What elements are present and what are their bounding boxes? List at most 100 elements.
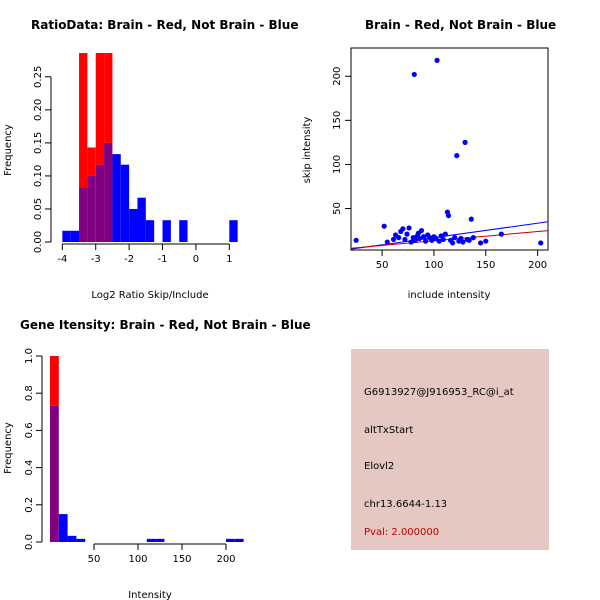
chart2-point [450, 240, 456, 246]
chart2-point [460, 239, 466, 245]
chart2-point [381, 223, 387, 229]
chart2-point [445, 212, 452, 219]
chart1-bar-not-brain [145, 220, 155, 242]
chart3-y-tick-label: 0.2 [24, 497, 35, 513]
chart1-bar-not-brain [112, 154, 121, 242]
chart3-bar-not-brain [234, 538, 244, 542]
chart2-point [420, 234, 427, 240]
chart3-x-tick-label: 200 [216, 554, 235, 565]
chart2-point [353, 237, 359, 243]
chart3-bar-not-brain [146, 538, 156, 542]
chart3-ylabel: Frequency [3, 422, 14, 474]
chart1-x-tick-label: 0 [193, 254, 199, 265]
chart3-bar-not-brain [58, 514, 68, 542]
chart1-x-tick-label: -1 [158, 254, 168, 265]
chart2-point [423, 238, 429, 244]
chart1-y-tick-label: 0.15 [33, 132, 44, 154]
chart1-x-tick-label: -3 [91, 254, 101, 265]
chart3-title: Gene Itensity: Brain - Red, Not Brain - … [20, 318, 311, 332]
chart1-bar-brain [79, 53, 88, 188]
chart2-point [440, 236, 446, 243]
pval-text: Pval: 2.000000 [364, 527, 440, 538]
gene-name-text: Elovl2 [364, 461, 395, 472]
chart3-bar-not-brain [226, 538, 235, 542]
chart1-y-tick-label: 0.20 [33, 99, 44, 121]
chart2-y-tick-label: 100 [332, 155, 343, 174]
chart1-bar-brain [95, 53, 105, 165]
chart1-x-tick-label: -4 [57, 254, 67, 265]
location-text: chr13.6644-1.13 [364, 499, 448, 510]
chart2-point [411, 71, 417, 78]
chart3-bar-not-brain [155, 538, 165, 542]
chart3-bar-not-brain [67, 535, 77, 542]
chart1-y-tick-label: 0.25 [33, 66, 44, 88]
chart3-y-tick-label: 0.8 [24, 385, 35, 401]
chart1-bar-not-brain [70, 230, 80, 242]
chart2-x-tick-label: 100 [424, 260, 443, 271]
chart1-x-tick-label: 1 [226, 254, 232, 265]
chart3-bar-not-brain [76, 538, 86, 542]
chart2-y-tick-label: 200 [332, 67, 343, 86]
chart2-y-tick-label: 50 [332, 202, 343, 215]
probe-id-text: G6913927@J916953_RC@i_at [364, 387, 514, 398]
chart2-x-tick-label: 200 [528, 260, 547, 271]
chart2-point [404, 231, 410, 237]
chart3-x-tick-label: 50 [88, 554, 101, 565]
chart2-point [470, 235, 476, 241]
chart2-title: Brain - Red, Not Brain - Blue [365, 18, 556, 32]
chart1-bar-overlap [104, 142, 113, 242]
chart2-point [452, 235, 458, 241]
chart3-y-tick-label: 0.0 [24, 534, 35, 550]
chart2-fit-line [350, 221, 549, 250]
chart3-bar-overlap [50, 405, 59, 542]
chart2-point [384, 239, 390, 245]
chart1-y-tick-label: 0.00 [33, 231, 44, 253]
chart1-bar-not-brain [62, 230, 71, 242]
chart2-point [483, 238, 489, 244]
chart2-point [400, 226, 406, 232]
chart2-point [402, 236, 408, 243]
chart2-plot-box [350, 47, 549, 251]
chart2-point [418, 227, 425, 234]
chart2-point [454, 153, 460, 159]
chart2-point [408, 239, 414, 245]
chart1-title: RatioData: Brain - Red, Not Brain - Blue [31, 18, 298, 32]
chart2-ylabel: skip intensity [302, 117, 313, 184]
chart3-y-tick-label: 0.4 [24, 460, 35, 476]
chart1-bar-brain [87, 147, 96, 176]
chart2-point [434, 57, 440, 63]
chart1-bar-overlap [95, 164, 105, 242]
chart2-x-tick-label: 50 [376, 260, 389, 271]
chart1-bar-not-brain [162, 220, 171, 242]
chart1-bar-not-brain [120, 164, 130, 242]
chart1-bar-overlap [79, 187, 88, 242]
chart2-point [468, 216, 474, 222]
chart2-point [436, 238, 442, 244]
chart3-y-tick-label: 1.0 [24, 348, 35, 364]
chart3-x-tick-label: 100 [128, 554, 147, 565]
chart1-bar-not-brain [229, 220, 238, 242]
chart2-point [462, 139, 468, 145]
chart1-bar-brain [104, 53, 113, 143]
chart2-xlabel: include intensity [408, 290, 491, 301]
probe-info-panel: G6913927@J916953_RC@i_at altTxStart Elov… [351, 349, 549, 550]
chart2-point [412, 237, 418, 243]
chart2-x-tick-label: 150 [476, 260, 495, 271]
chart1-bar-not-brain [129, 208, 138, 242]
chart2-point [478, 240, 484, 246]
chart2-point [406, 225, 412, 231]
chart1-ylabel: Frequency [3, 124, 14, 176]
chart2-point [396, 235, 402, 241]
chart2-point [466, 237, 472, 243]
chart2-y-tick-label: 150 [332, 111, 343, 130]
chart3-y-tick-label: 0.6 [24, 422, 35, 438]
chart1-xlabel: Log2 Ratio Skip/Include [91, 290, 208, 301]
chart1-y-tick-label: 0.10 [33, 165, 44, 187]
chart3-bar-brain [50, 356, 59, 406]
chart1-x-tick-label: -2 [124, 254, 134, 265]
chart2-point [538, 240, 544, 246]
chart2-point [416, 235, 423, 242]
chart2-point [442, 231, 448, 237]
chart1-y-tick-label: 0.05 [33, 198, 44, 220]
